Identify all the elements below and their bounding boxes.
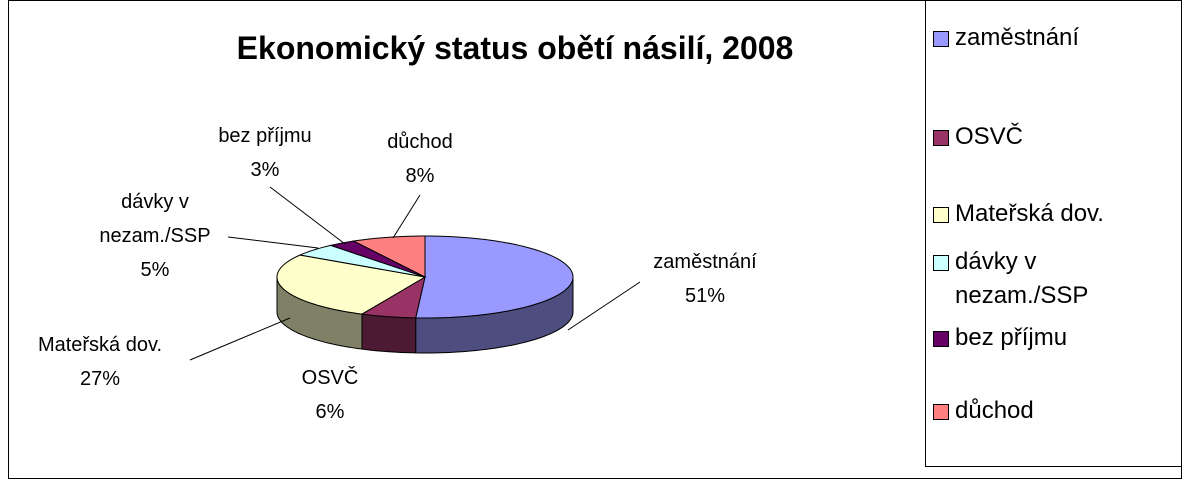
legend-item: zaměstnání [933,21,1173,55]
data-label-name: zaměstnání [653,251,757,273]
data-label-name: dávky v nezam./SSP [99,191,211,247]
data-label-value: 6% [315,401,345,423]
legend-swatch [933,404,949,420]
leader-line [269,186,346,245]
pie-slice [415,235,574,319]
data-label-name: OSVČ [301,367,359,389]
legend-swatch [933,31,949,47]
data-label-value: 5% [140,259,170,281]
leader-line [227,236,319,249]
data-label-name: důchod [387,131,453,153]
data-label: bez příjmu 3% [200,119,330,187]
pie-slice [276,254,427,315]
legend-label: zaměstnání [955,24,1080,51]
legend-item: dávky v nezam./SSP [933,245,1173,313]
pie-slice [328,240,426,278]
legend-label: dávky v nezam./SSP [955,248,1089,309]
legend-label: bez příjmu [955,324,1068,351]
legend-label: Mateřská dov. [955,200,1104,227]
legend-item: bez příjmu [933,321,1173,355]
pie-slice [352,235,426,278]
legend-swatch [933,130,949,146]
data-label-value: 27% [79,368,121,390]
leader-line [392,194,421,239]
leader-line [567,281,641,331]
data-label: důchod 8% [365,125,475,193]
pie-slice [360,275,426,319]
data-label-name: bez příjmu [218,125,312,147]
legend-item: důchod [933,394,1173,428]
legend-label: důchod [955,397,1034,424]
leader-line [189,317,291,361]
legend-swatch [933,207,949,223]
data-label-value: 8% [405,165,435,187]
legend-swatch [933,255,949,271]
data-label-name: Mateřská dov. [37,334,163,356]
data-label: dávky v nezam./SSP 5% [93,185,218,287]
legend-item: Mateřská dov. [933,197,1173,231]
data-label-value: 51% [684,285,726,307]
pie [276,235,574,354]
data-label: zaměstnání 51% [625,245,785,313]
pie-slice [298,244,426,278]
legend-swatch [933,331,949,347]
data-label: OSVČ 6% [270,361,390,429]
data-label: Mateřská dov. 27% [10,328,190,396]
chart-title: Ekonomický status obětí násilí, 2008 [236,30,794,66]
legend-item: OSVČ [933,120,1173,154]
pie-slice-side [361,313,417,354]
legend-label: OSVČ [955,123,1024,150]
data-label-value: 3% [250,159,280,181]
